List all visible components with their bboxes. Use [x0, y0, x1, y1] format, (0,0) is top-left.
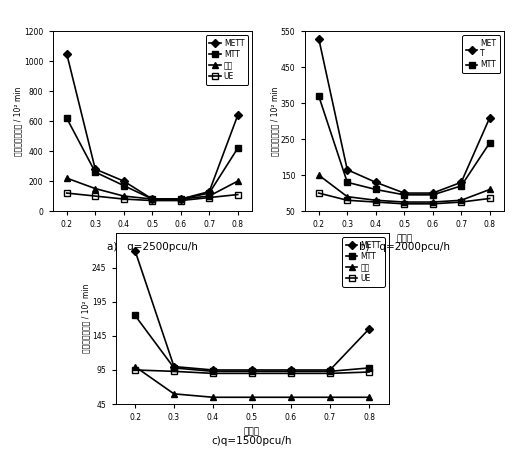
- Y-axis label: 系统总旅行时间 / 10² min: 系统总旅行时间 / 10² min: [270, 87, 279, 156]
- Text: a)   q=2500pcu/h: a) q=2500pcu/h: [107, 242, 198, 252]
- Text: c)q=1500pcu/h: c)q=1500pcu/h: [212, 436, 292, 445]
- X-axis label: 绿信比: 绿信比: [244, 428, 260, 437]
- X-axis label: 绿信比: 绿信比: [144, 235, 160, 244]
- Text: b)   q=2000pcu/h: b) q=2000pcu/h: [359, 242, 450, 252]
- X-axis label: 绿信比: 绿信比: [396, 235, 412, 244]
- Y-axis label: 系统总旅行时间 / 10² min: 系统总旅行时间 / 10² min: [81, 284, 91, 353]
- Legend: METT, MTT, 仿真, UE: METT, MTT, 仿真, UE: [342, 238, 385, 286]
- Y-axis label: 系统总旅行时间 / 10² min: 系统总旅行时间 / 10² min: [14, 87, 23, 156]
- Legend: MET
T, MTT: MET T, MTT: [462, 35, 500, 73]
- Legend: METT, MTT, 仿真, UE: METT, MTT, 仿真, UE: [205, 35, 248, 84]
